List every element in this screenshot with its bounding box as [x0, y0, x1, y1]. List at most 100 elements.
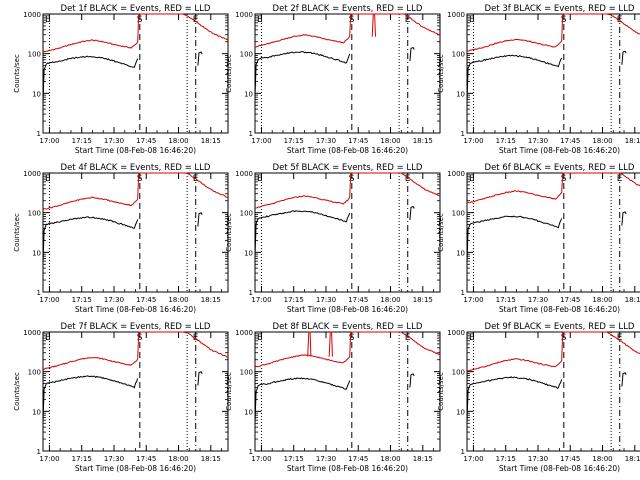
- y-tick-label: 1000: [23, 11, 41, 19]
- x-tick-label: 17:00: [39, 455, 59, 463]
- lld-spike: [371, 13, 376, 37]
- panel-title: Det 7f BLACK = Events, RED = LLD: [61, 322, 211, 332]
- x-tick-label: 17:30: [316, 137, 336, 145]
- events-series-line: [466, 376, 563, 423]
- x-axis-label: Start Time (08-Feb-08 16:46:20): [499, 146, 620, 155]
- marker-label: E: [405, 15, 411, 25]
- panel-title: Det 4f BLACK = Events, RED = LLD: [61, 163, 211, 173]
- x-tick-label: 17:45: [136, 455, 156, 463]
- x-tick-label: 18:15: [625, 296, 640, 304]
- x-tick-label: 17:15: [72, 455, 92, 463]
- y-tick-label: 1: [37, 289, 41, 297]
- y-tick-label: 1000: [235, 329, 253, 337]
- x-tick-label: 17:30: [316, 455, 336, 463]
- detector-panel: Det 7f BLACK = Events, RED = LLD Counts/s…: [13, 322, 229, 473]
- marker-label: E: [469, 15, 475, 25]
- detector-panel: Det 5f BLACK = Events, RED = LLD Counts/s…: [225, 163, 441, 314]
- y-axis-label: Counts/sec: [225, 54, 233, 93]
- y-tick-label: 10: [244, 90, 253, 98]
- events-series-line: [254, 377, 351, 424]
- y-tick-label: 1000: [447, 11, 465, 19]
- x-axis-label: Start Time (08-Feb-08 16:46:20): [499, 305, 620, 314]
- marker-label: E: [617, 174, 623, 184]
- events-tail-line: [621, 211, 627, 226]
- x-tick-label: 18:00: [380, 455, 400, 463]
- x-tick-label: 17:30: [104, 455, 124, 463]
- plot-frame: [254, 13, 441, 134]
- y-tick-label: 100: [452, 369, 465, 377]
- plot-frame: [466, 13, 640, 134]
- x-axis-label: Start Time (08-Feb-08 16:46:20): [287, 146, 408, 155]
- x-tick-label: 17:30: [104, 137, 124, 145]
- y-tick-label: 100: [240, 210, 253, 218]
- plot-frame: [42, 331, 229, 452]
- plot-frame: [466, 331, 640, 452]
- detector-panel: Det 9f BLACK = Events, RED = LLD Counts/s…: [437, 322, 640, 473]
- events-tail-line: [197, 51, 203, 66]
- y-tick-label: 10: [32, 408, 41, 416]
- x-tick-label: 18:00: [592, 296, 612, 304]
- x-tick-label: 17:45: [136, 137, 156, 145]
- y-tick-label: 100: [240, 51, 253, 59]
- x-tick-label: 17:45: [560, 296, 580, 304]
- x-tick-label: 17:30: [316, 296, 336, 304]
- x-tick-label: 18:15: [625, 137, 640, 145]
- y-tick-label: 100: [28, 369, 41, 377]
- x-tick-label: 18:15: [625, 455, 640, 463]
- x-tick-label: 18:15: [201, 455, 221, 463]
- x-tick-label: 17:15: [496, 137, 516, 145]
- plot-frame: [466, 172, 640, 293]
- y-tick-label: 1: [249, 130, 253, 138]
- marker-label: E: [45, 174, 51, 184]
- plot-frame: [42, 172, 229, 293]
- x-axis-label: Start Time (08-Feb-08 16:46:20): [287, 305, 408, 314]
- x-tick-label: 17:45: [348, 137, 368, 145]
- events-tail-line: [621, 50, 627, 65]
- detector-panel: Det 6f BLACK = Events, RED = LLD Counts/s…: [437, 163, 640, 314]
- x-tick-label: 17:00: [39, 137, 59, 145]
- marker-label: S: [561, 333, 567, 343]
- y-tick-label: 1: [461, 289, 465, 297]
- y-tick-label: 10: [244, 408, 253, 416]
- y-axis-label: Counts/sec: [225, 213, 233, 252]
- events-series-line: [42, 55, 139, 103]
- marker-label: E: [469, 333, 475, 343]
- y-axis-label: Counts/sec: [13, 372, 21, 411]
- y-tick-label: 1000: [447, 170, 465, 178]
- x-tick-label: 17:15: [284, 455, 304, 463]
- y-tick-label: 10: [456, 90, 465, 98]
- x-tick-label: 18:15: [201, 137, 221, 145]
- lld-series-line: [42, 331, 229, 371]
- x-axis-label: Start Time (08-Feb-08 16:46:20): [499, 464, 620, 473]
- y-tick-label: 100: [28, 210, 41, 218]
- detector-panel: Det 1f BLACK = Events, RED = LLD Counts/s…: [13, 4, 229, 155]
- marker-label: E: [45, 333, 51, 343]
- lld-series-line: [42, 172, 229, 211]
- y-tick-label: 1000: [23, 170, 41, 178]
- x-tick-label: 18:15: [413, 137, 433, 145]
- marker-label: E: [257, 174, 263, 184]
- y-tick-label: 1: [249, 448, 253, 456]
- y-tick-label: 1: [37, 130, 41, 138]
- x-tick-label: 17:30: [104, 296, 124, 304]
- lld-series-line: [254, 13, 440, 48]
- x-axis-label: Start Time (08-Feb-08 16:46:20): [75, 305, 196, 314]
- panel-title: Det 1f BLACK = Events, RED = LLD: [61, 4, 211, 14]
- events-series-line: [254, 210, 351, 257]
- x-tick-label: 17:15: [496, 455, 516, 463]
- panel-title: Det 2f BLACK = Events, RED = LLD: [273, 4, 423, 14]
- x-tick-label: 18:00: [592, 455, 612, 463]
- x-tick-label: 17:15: [496, 296, 516, 304]
- lld-series-line: [466, 172, 640, 204]
- y-tick-label: 100: [28, 51, 41, 59]
- marker-label: S: [137, 333, 143, 343]
- x-tick-label: 17:45: [348, 455, 368, 463]
- marker-label: S: [561, 174, 567, 184]
- y-tick-label: 1: [461, 130, 465, 138]
- marker-label: S: [137, 15, 143, 25]
- y-tick-label: 1000: [447, 329, 465, 337]
- y-tick-label: 10: [456, 249, 465, 257]
- y-axis-label: Counts/sec: [437, 213, 445, 252]
- x-tick-label: 18:00: [380, 296, 400, 304]
- lld-spike: [307, 331, 312, 357]
